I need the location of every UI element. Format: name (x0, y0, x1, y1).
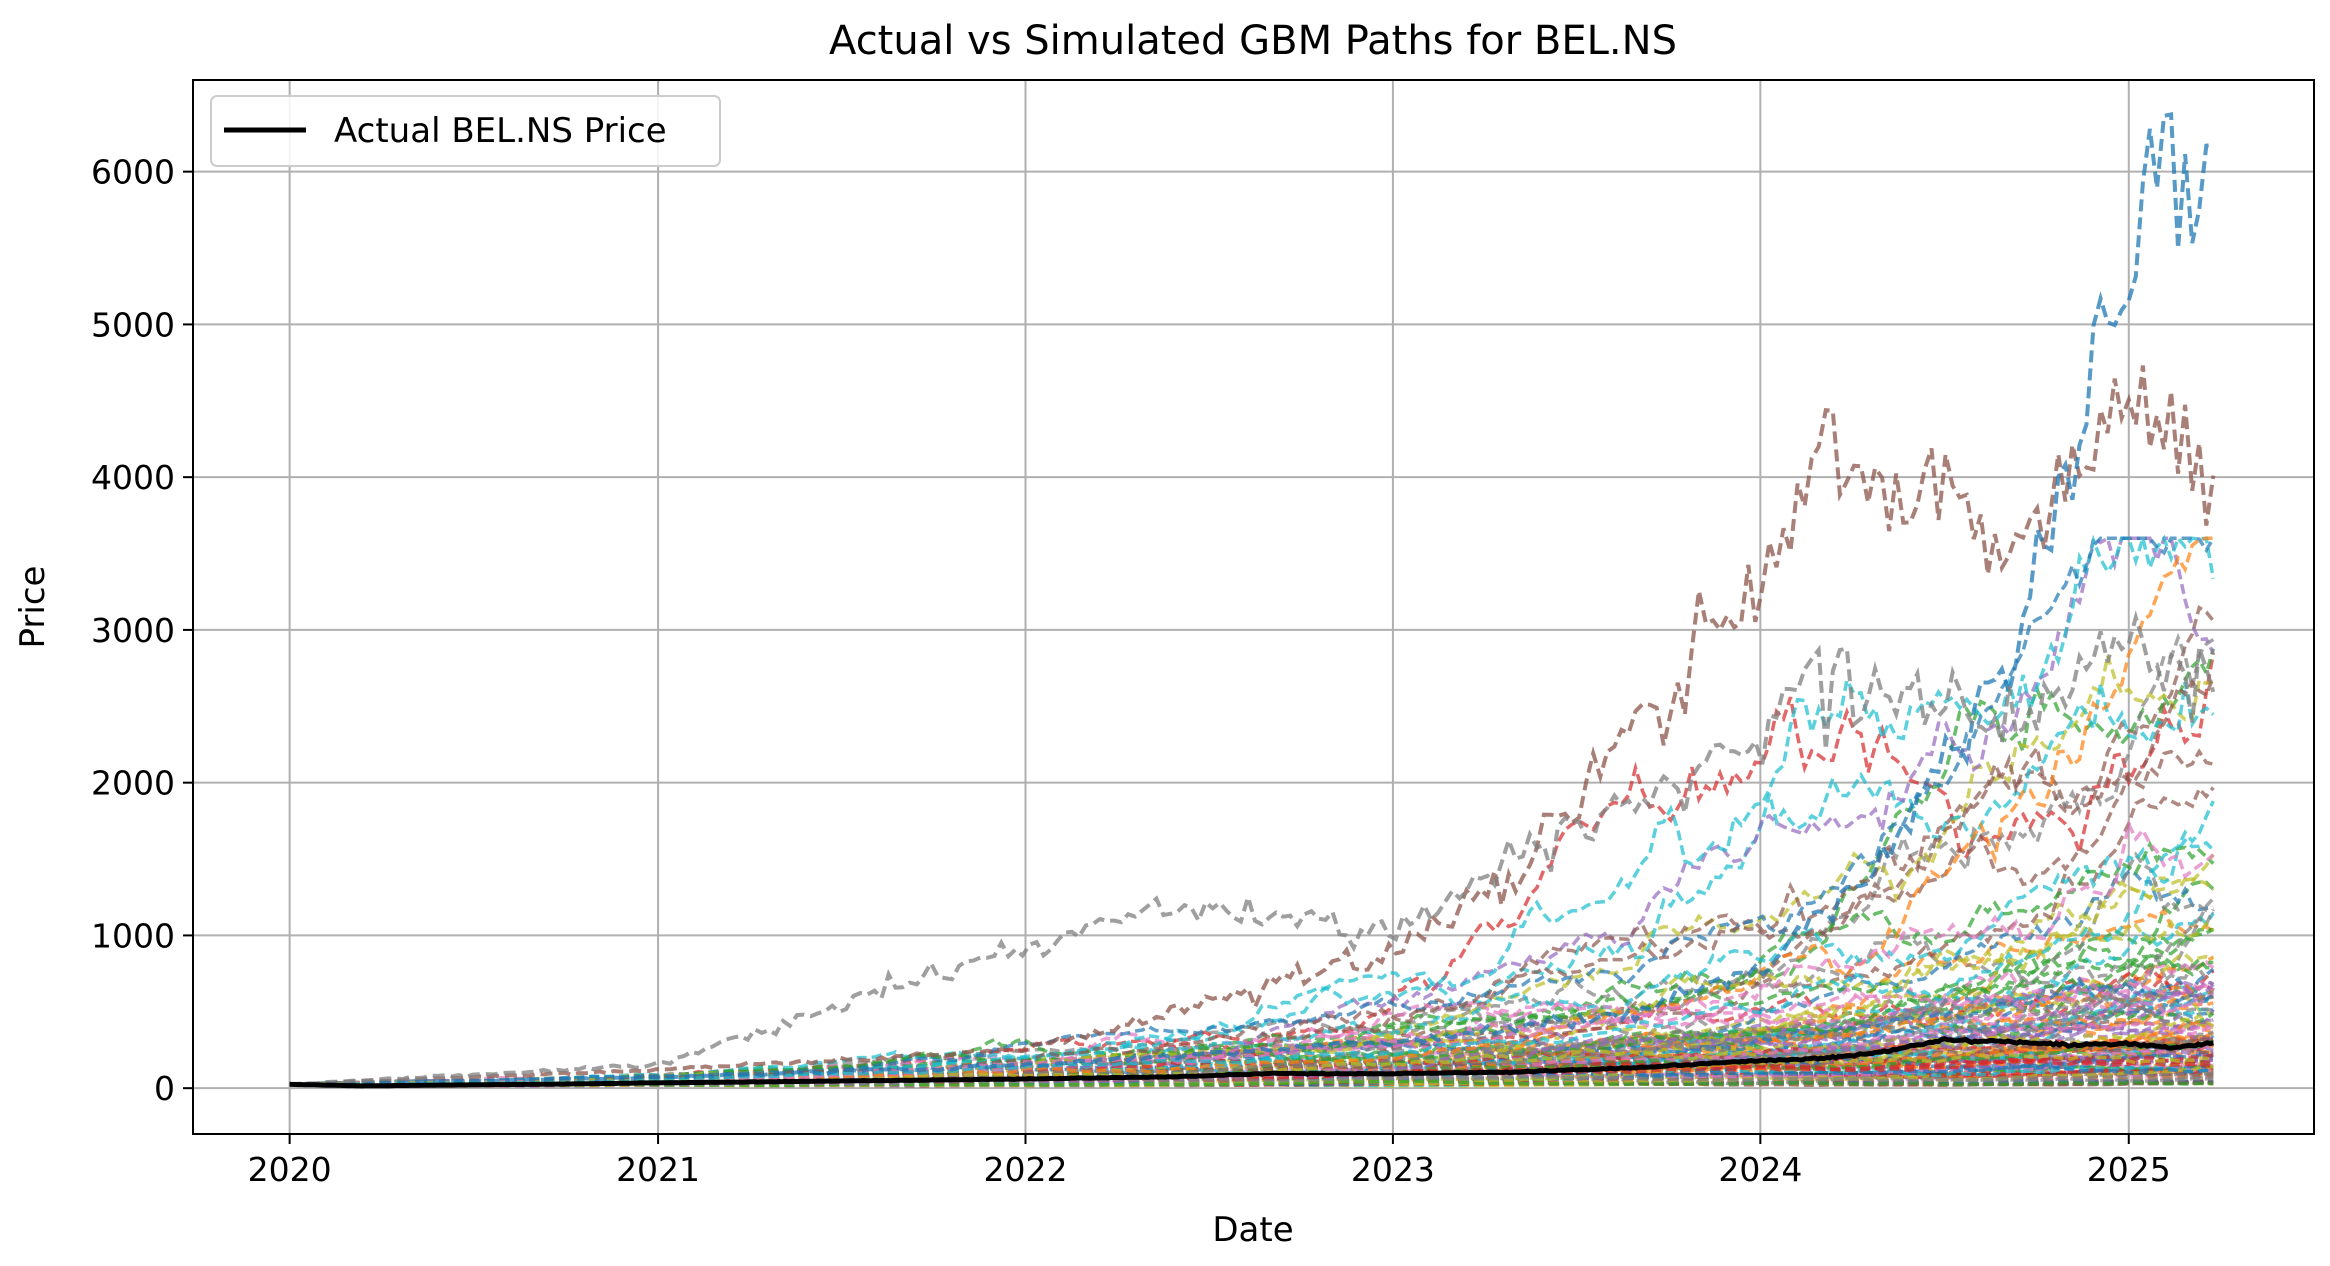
y-tick-label: 0 (154, 1069, 175, 1108)
y-axis-label: Price (13, 566, 53, 649)
legend-box (210, 95, 721, 167)
y-tick-label: 4000 (91, 458, 175, 497)
simulated-path-outlier (289, 111, 2214, 1087)
legend-entry: Actual BEL.NS Price (334, 111, 667, 151)
chart-title: Actual vs Simulated GBM Paths for BEL.NS (829, 18, 1677, 64)
y-tick-label: 2000 (91, 764, 175, 803)
simulated-path-outlier (289, 610, 2216, 1087)
x-tick-label: 2025 (2087, 1150, 2171, 1189)
y-tick-label: 6000 (91, 153, 175, 192)
y-tick-label: 5000 (91, 305, 175, 344)
axis-ticks: 2020 2021 2022 2023 2024 2025 0 1000 2000 3000 400… (91, 153, 2171, 1189)
x-tick-label: 2021 (616, 1150, 700, 1189)
x-tick-label: 2020 (248, 1150, 332, 1189)
legend: Actual BEL.NS Price (210, 95, 721, 167)
actual-price-line (289, 1036, 2215, 1089)
grid (193, 80, 2314, 1134)
x-tick-label: 2023 (1351, 1150, 1435, 1189)
x-tick-label: 2024 (1718, 1150, 1802, 1189)
plot-frame (192, 79, 2315, 1135)
simulated-path-outlier (289, 365, 2216, 1087)
x-axis-label: Date (1212, 1210, 1293, 1250)
actual-price-layer (289, 1036, 2215, 1089)
y-tick-label: 3000 (91, 611, 175, 650)
x-tick-label: 2022 (984, 1150, 1068, 1189)
simulated-path (289, 536, 2215, 1087)
y-tick-label: 1000 (91, 916, 175, 955)
